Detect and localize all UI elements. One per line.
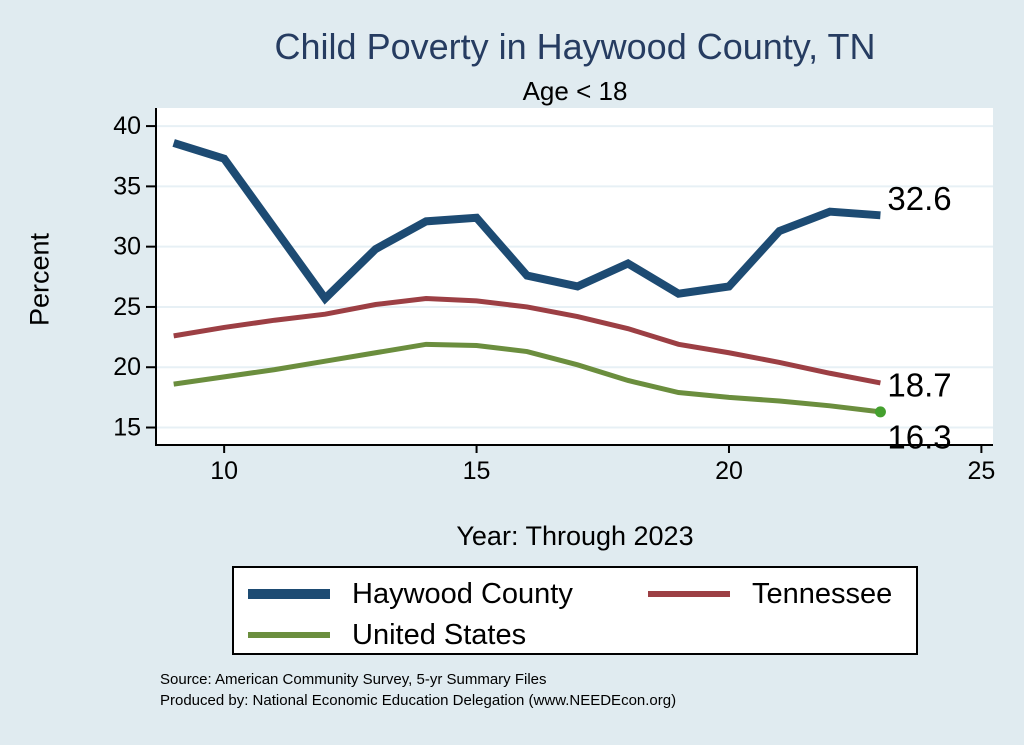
legend-label-us: United States [352, 618, 527, 651]
tennessee-line-swatch [648, 591, 730, 597]
tennessee-end-label: 18.7 [887, 366, 951, 403]
x-tick-label-20: 20 [715, 457, 743, 485]
x-tick-label-10: 10 [210, 457, 238, 485]
plot-area [156, 108, 993, 445]
tennessee-line [173, 295, 881, 386]
united-states-line [173, 341, 881, 415]
legend-item-haywood: Haywood County [248, 578, 573, 610]
source-note: Source: American Community Survey, 5-yr … [160, 669, 676, 711]
y-tick-label-20: 20 [113, 353, 141, 381]
legend-item-tennessee: Tennessee [648, 578, 892, 610]
legend-item-us: United States [248, 619, 526, 651]
source-line-1: Source: American Community Survey, 5-yr … [160, 671, 547, 688]
chart-subtitle: Age < 18 [522, 76, 628, 106]
x-tick-label-15: 15 [463, 457, 491, 485]
source-line-2: Produced by: National Economic Education… [160, 692, 677, 709]
united-states-end-label: 16.3 [887, 418, 951, 455]
y-tick-label-40: 40 [113, 112, 141, 140]
x-tick-label-25: 25 [967, 457, 995, 485]
legend-label-tennessee: Tennessee [752, 577, 893, 610]
legend-box: Haywood County Tennessee United States [232, 566, 918, 655]
y-tick-label-15: 15 [113, 414, 141, 442]
y-tick-label-35: 35 [113, 172, 141, 200]
us-line-swatch [248, 632, 330, 638]
haywood-county-end-label: 32.6 [887, 180, 951, 217]
legend-label-haywood: Haywood County [352, 577, 573, 610]
haywood-line-swatch [248, 589, 330, 599]
haywood-county-line [172, 139, 881, 305]
y-tick-label-25: 25 [113, 293, 141, 321]
x-axis-title: Year: Through 2023 [456, 521, 694, 551]
y-tick-label-30: 30 [113, 233, 141, 261]
us-end-marker-dot [874, 406, 886, 418]
chart-title: Child Poverty in Haywood County, TN [274, 26, 876, 67]
